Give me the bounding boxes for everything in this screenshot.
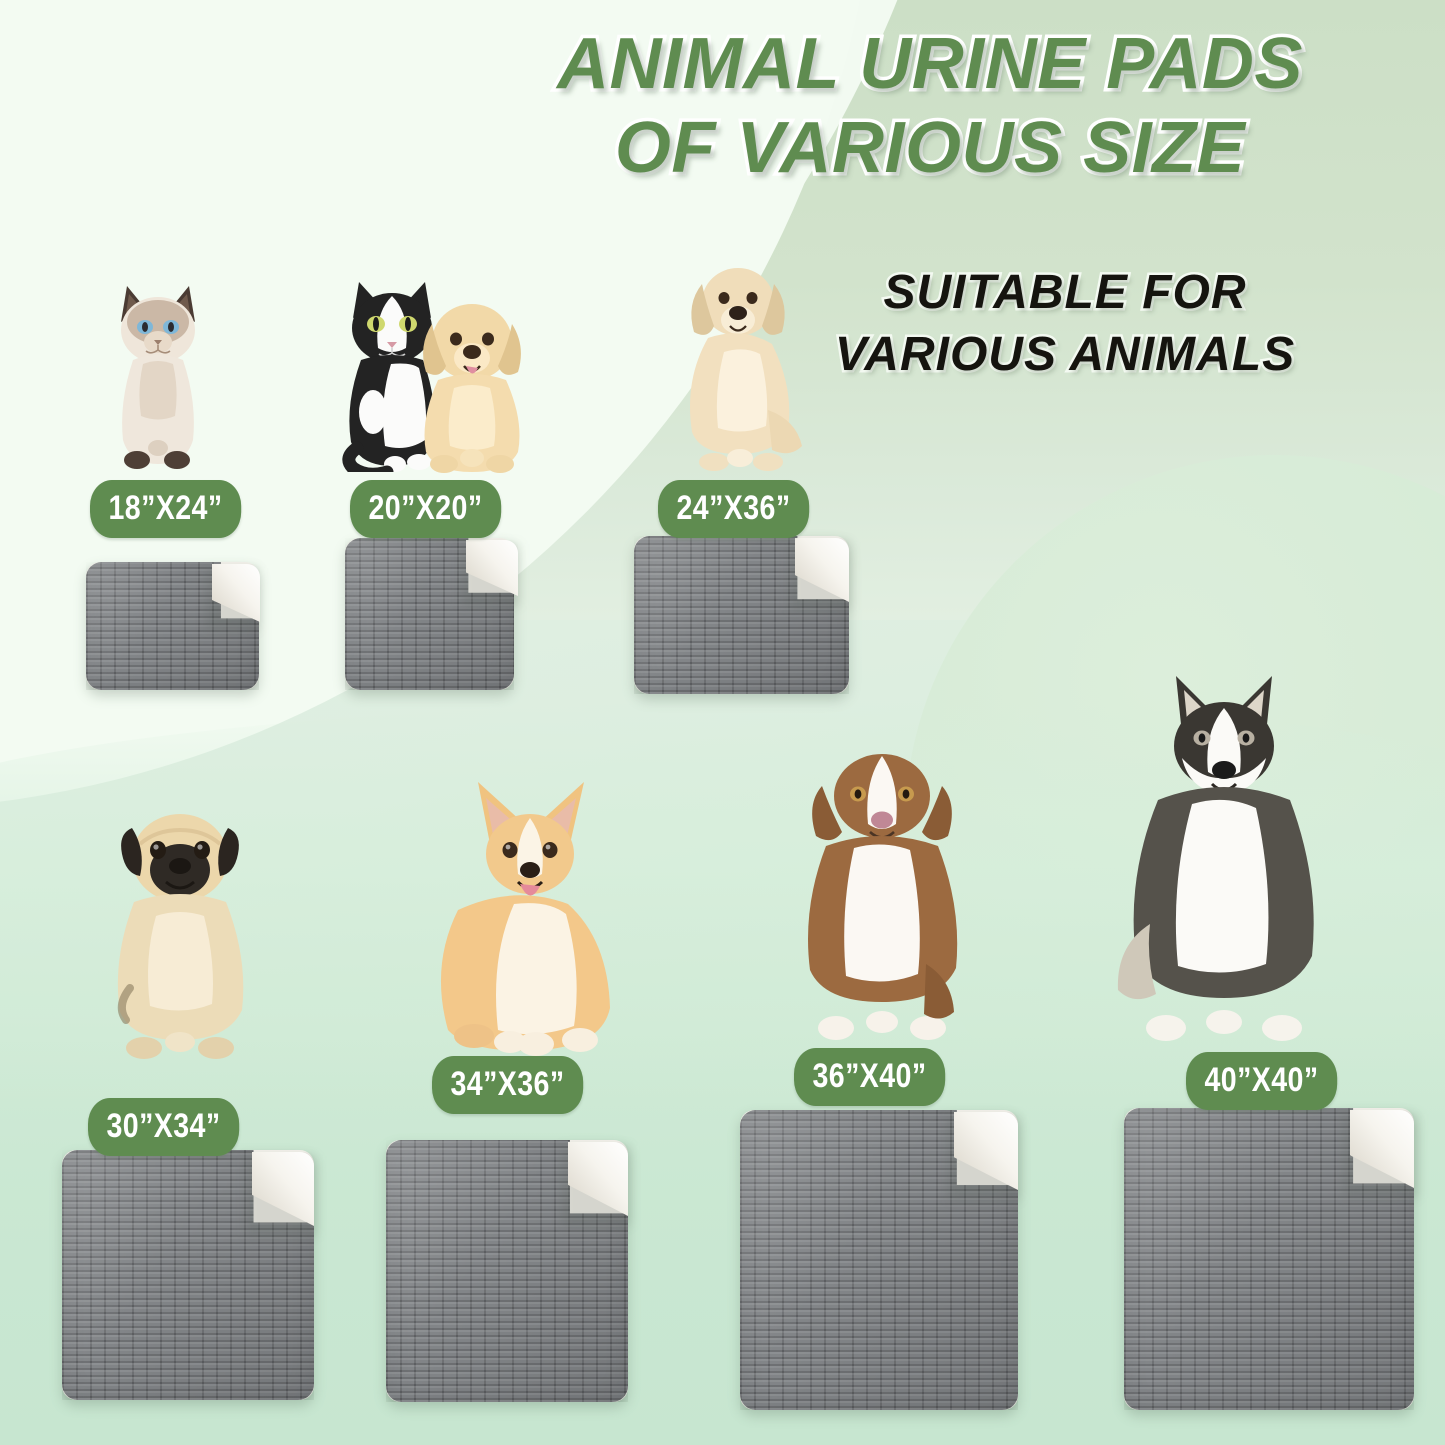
- pad-34x36: [386, 1140, 630, 1402]
- page-subtitle: SUITABLE FOR VARIOUS ANIMALS: [700, 262, 1430, 386]
- size-badge-20x20[interactable]: 20”X20”: [350, 480, 502, 538]
- animal-siamese-cat: [121, 286, 195, 469]
- title-line-2: OF VARIOUS SIZE: [611, 105, 1248, 192]
- pad-20x20: [345, 538, 519, 690]
- size-badge-34x36[interactable]: 34”X36”: [432, 1056, 584, 1114]
- page-title: ANIMAL URINE PADS OF VARIOUS SIZE: [430, 21, 1430, 192]
- size-badge-36x40[interactable]: 36”X40”: [794, 1048, 946, 1106]
- subtitle-line-2: VARIOUS ANIMALS: [832, 326, 1296, 384]
- pad-30x34: [62, 1150, 316, 1400]
- title-line-1: ANIMAL URINE PADS: [554, 21, 1306, 108]
- pad-24x36: [634, 536, 850, 694]
- animal-tan-labrador: [690, 268, 802, 471]
- pad-18x24: [86, 562, 260, 690]
- animal-labrador-puppy: [423, 304, 521, 473]
- pad-36x40: [740, 1110, 1020, 1410]
- subtitle-line-1: SUITABLE FOR: [881, 264, 1248, 322]
- pad-40x40: [1124, 1108, 1418, 1410]
- animal-tuxedo-cat: [342, 282, 435, 472]
- size-badge-18x24[interactable]: 18”X24”: [90, 480, 242, 538]
- size-badge-24x36[interactable]: 24”X36”: [658, 480, 810, 538]
- size-badge-40x40[interactable]: 40”X40”: [1186, 1052, 1338, 1110]
- animal-pug: [117, 814, 244, 1059]
- pad-surface: [634, 536, 849, 694]
- size-badge-30x34[interactable]: 30”X34”: [88, 1098, 240, 1156]
- animal-corgi: [440, 782, 610, 1056]
- animal-siberian-husky: [1117, 676, 1314, 1041]
- pad-surface: [62, 1150, 314, 1400]
- pad-surface: [740, 1110, 1018, 1410]
- animal-australian-shepherd: [808, 754, 958, 1040]
